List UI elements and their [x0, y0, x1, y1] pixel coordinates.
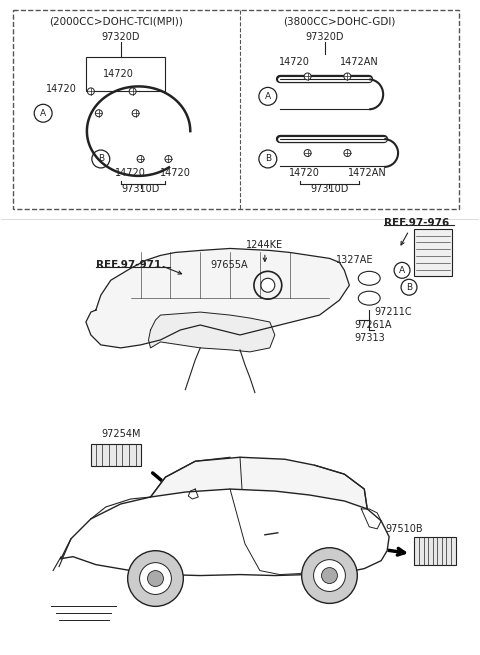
Text: 1472AN: 1472AN: [348, 168, 386, 178]
Text: A: A: [399, 266, 405, 275]
Polygon shape: [61, 489, 389, 576]
Text: 97261A: 97261A: [354, 320, 392, 330]
Bar: [86, 56, 166, 92]
Text: 14720: 14720: [103, 69, 134, 79]
Circle shape: [304, 73, 311, 80]
Text: A: A: [40, 109, 46, 118]
Text: 14720: 14720: [279, 56, 310, 67]
Text: REF.97-971: REF.97-971: [96, 260, 161, 271]
Text: B: B: [98, 155, 104, 164]
Circle shape: [87, 88, 95, 95]
Bar: [414, 537, 456, 565]
Circle shape: [96, 110, 102, 117]
Text: B: B: [406, 283, 412, 291]
Text: 97320D: 97320D: [305, 31, 344, 42]
Text: 14720: 14720: [289, 168, 320, 178]
Circle shape: [304, 149, 311, 157]
Circle shape: [137, 155, 144, 162]
Circle shape: [147, 571, 164, 586]
Text: 14720: 14720: [160, 168, 191, 178]
Circle shape: [313, 559, 346, 591]
Circle shape: [132, 110, 139, 117]
Circle shape: [344, 149, 351, 157]
Bar: [91, 444, 141, 466]
Circle shape: [344, 73, 351, 80]
Polygon shape: [151, 457, 367, 509]
Text: 1327AE: 1327AE: [336, 255, 373, 265]
Text: (3800CC>DOHC-GDI): (3800CC>DOHC-GDI): [283, 17, 396, 27]
Polygon shape: [86, 248, 349, 348]
Polygon shape: [148, 312, 275, 352]
Circle shape: [165, 155, 172, 162]
Text: REF.97-976: REF.97-976: [384, 217, 449, 227]
Text: 97211C: 97211C: [374, 307, 412, 317]
Text: A: A: [265, 92, 271, 101]
Circle shape: [129, 88, 136, 95]
Text: 97254M: 97254M: [101, 430, 141, 440]
Text: B: B: [265, 155, 271, 164]
Circle shape: [301, 548, 357, 603]
Circle shape: [261, 278, 275, 292]
Text: 97313: 97313: [354, 333, 385, 343]
Circle shape: [322, 568, 337, 584]
Text: (2000CC>DOHC-TCI(MPI)): (2000CC>DOHC-TCI(MPI)): [49, 17, 183, 27]
Circle shape: [128, 551, 183, 607]
Text: 97310D: 97310D: [121, 184, 160, 194]
Circle shape: [140, 563, 171, 595]
Text: 97310D: 97310D: [310, 184, 348, 194]
Text: 14720: 14720: [115, 168, 146, 178]
Text: 14720: 14720: [46, 84, 76, 94]
Text: 97655A: 97655A: [210, 260, 248, 271]
Text: 1472AN: 1472AN: [340, 56, 379, 67]
Text: 97320D: 97320D: [101, 31, 140, 42]
Text: 97510B: 97510B: [385, 524, 423, 534]
Bar: [414, 229, 452, 276]
Text: 1244KE: 1244KE: [246, 240, 283, 250]
Bar: [13, 10, 459, 209]
